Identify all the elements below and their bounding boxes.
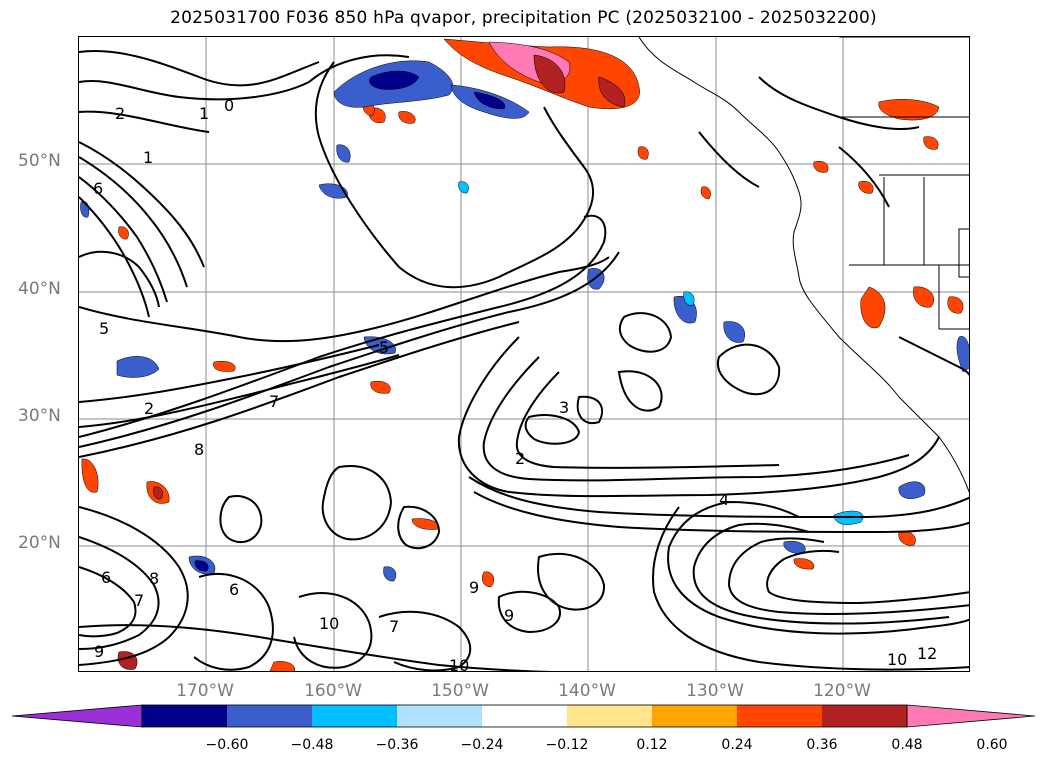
contour-label: 3 <box>559 398 569 417</box>
colorbar-swatch <box>567 705 652 727</box>
contour-label: 7 <box>389 617 399 636</box>
lon-label: 140°W <box>558 681 616 701</box>
colorbar-tick-label: −0.12 <box>545 737 589 753</box>
colorbar-tick-label: 0.24 <box>721 737 753 753</box>
colorbar-tick-label: −0.36 <box>375 737 419 753</box>
contour-label: 4 <box>719 490 729 509</box>
lat-label: 40°N <box>18 279 61 299</box>
colorbar-swatch <box>227 705 312 727</box>
contour-label: 10 <box>887 650 907 669</box>
colorbar <box>11 704 1036 728</box>
lon-label: 150°W <box>431 681 489 701</box>
colorbar-tick-label: −0.60 <box>205 737 249 753</box>
colorbar-swatch <box>397 705 482 727</box>
graticule <box>79 37 969 671</box>
colorbar-outline <box>141 704 908 728</box>
contour-label: 6 <box>101 568 111 587</box>
contour-label: 2 <box>144 399 154 418</box>
contour-label: 9 <box>94 642 104 661</box>
contour-label: 10 <box>449 656 469 672</box>
contour-label: 9 <box>469 578 479 597</box>
lat-label: 20°N <box>18 533 61 553</box>
precip-positive <box>81 38 964 671</box>
map-title: 2025031700 F036 850 hPa qvapor, precipit… <box>170 8 877 28</box>
lon-label: 120°W <box>813 681 871 701</box>
lon-label: 160°W <box>304 681 362 701</box>
contour-label: 6 <box>93 179 103 198</box>
colorbar-extend-min <box>11 704 143 728</box>
contour-label: 1 <box>199 104 209 123</box>
colorbar-tick-label: 0.60 <box>976 737 1008 753</box>
colorbar-tick-label: 0.12 <box>636 737 668 753</box>
contour-label: 8 <box>149 569 159 588</box>
colorbar-swatch <box>142 705 227 727</box>
lon-label: 130°W <box>686 681 744 701</box>
contour-label-layer: 0 1 1 2 2 2 3 4 5 5 6 6 6 7 7 7 8 8 9 9 … <box>93 96 937 672</box>
coastline <box>638 37 969 494</box>
contour-label: 2 <box>115 104 125 123</box>
map-panel: 0 1 1 2 2 2 3 4 5 5 6 6 6 7 7 7 8 8 9 9 … <box>78 36 970 672</box>
contour-label: 10 <box>319 614 339 633</box>
lat-label: 50°N <box>18 151 61 171</box>
colorbar-extend-max <box>906 704 1036 728</box>
contour-label: 5 <box>99 319 109 338</box>
contour-label: 0 <box>224 96 234 115</box>
lon-label: 170°W <box>176 681 234 701</box>
colorbar-tick-label: −0.48 <box>290 737 334 753</box>
colorbar-tick-label: 0.48 <box>891 737 923 753</box>
contour-label: 7 <box>134 591 144 610</box>
contour-label: 9 <box>504 606 514 625</box>
map-canvas: 0 1 1 2 2 2 3 4 5 5 6 6 6 7 7 7 8 8 9 9 … <box>79 37 969 672</box>
colorbar-swatch <box>652 705 737 727</box>
qvapor-contours <box>79 50 969 671</box>
colorbar-swatch <box>312 705 397 727</box>
colorbar-swatch <box>482 705 567 727</box>
lat-label: 30°N <box>18 406 61 426</box>
contour-label: 2 <box>515 449 525 468</box>
contour-label: 7 <box>269 392 279 411</box>
contour-label: 1 <box>143 148 153 167</box>
colorbar-tick-label: −0.24 <box>460 737 504 753</box>
precip-negative <box>80 60 969 582</box>
contour-label: 6 <box>229 580 239 599</box>
contour-label: 5 <box>379 338 389 357</box>
contour-label: 8 <box>194 440 204 459</box>
colorbar-tick-label: 0.36 <box>806 737 838 753</box>
contour-label: 12 <box>917 644 937 663</box>
colorbar-swatch <box>737 705 822 727</box>
colorbar-swatch <box>822 705 907 727</box>
